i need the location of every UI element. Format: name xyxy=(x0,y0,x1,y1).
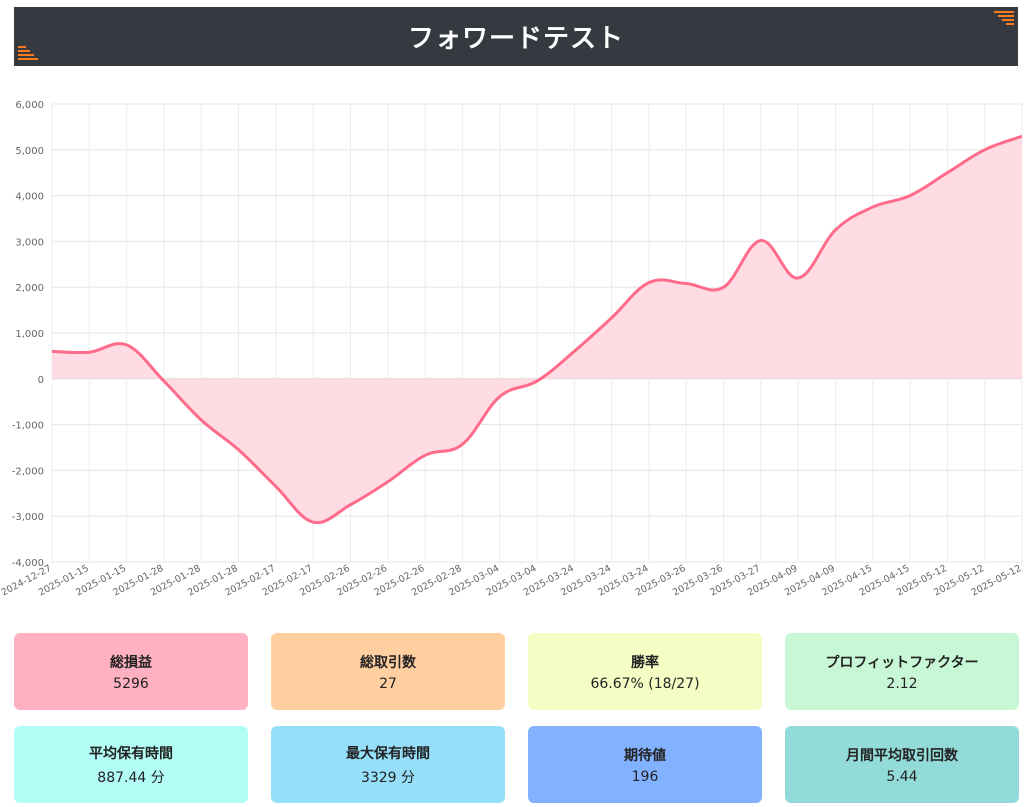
series-line xyxy=(51,134,1023,525)
stat-label: 勝率 xyxy=(631,654,659,671)
corner-stripes-icon xyxy=(18,46,38,62)
stat-card-total-trades: 総取引数 27 xyxy=(271,633,505,710)
stat-label: 総損益 xyxy=(110,654,152,671)
stat-value: 3329 分 xyxy=(360,769,416,786)
stat-card-profit-factor: プロフィットファクター 2.12 xyxy=(785,633,1019,710)
y-tick-label: -4,000 xyxy=(12,558,44,569)
stat-card-max-hold-time: 最大保有時間 3329 分 xyxy=(271,726,505,803)
y-tick-label: -2,000 xyxy=(12,466,44,477)
y-tick-label: 1,000 xyxy=(15,329,44,340)
stat-value: 27 xyxy=(379,675,397,692)
y-tick-label: 5,000 xyxy=(15,146,44,157)
corner-stripes-icon xyxy=(994,11,1014,27)
stat-label: 期待値 xyxy=(624,747,666,764)
stat-card-expected-value: 期待値 196 xyxy=(528,726,762,803)
stat-value: 2.12 xyxy=(886,675,918,692)
stat-card-total-pnl: 総損益 5296 xyxy=(14,633,248,710)
profit-chart: 6,000 5,000 4,000 3,000 2,000 1,000 0 -1,000 -2,… xyxy=(0,100,1023,599)
stat-card-win-rate: 勝率 66.67% (18/27) xyxy=(528,633,762,710)
stat-value: 66.67% (18/27) xyxy=(590,675,700,692)
stat-value: 5296 xyxy=(113,675,149,692)
y-tick-label: 6,000 xyxy=(15,100,44,111)
y-tick-label: 0 xyxy=(38,375,44,386)
stats-grid: 総損益 5296 総取引数 27 勝率 66.67% (18/27) プロフィッ… xyxy=(14,633,1020,803)
stat-card-monthly-avg-trades: 月間平均取引回数 5.44 xyxy=(785,726,1019,803)
stat-label: プロフィットファクター xyxy=(825,654,979,671)
y-tick-label: -3,000 xyxy=(12,512,44,523)
header-bar: フォワードテスト xyxy=(14,7,1018,66)
stat-label: 最大保有時間 xyxy=(346,745,430,762)
stat-card-avg-hold-time: 平均保有時間 887.44 分 xyxy=(14,726,248,803)
y-tick-label: 4,000 xyxy=(15,192,44,203)
stat-value: 196 xyxy=(631,768,659,785)
stat-label: 総取引数 xyxy=(360,654,416,671)
stat-value: 887.44 分 xyxy=(97,769,165,786)
stat-value: 5.44 xyxy=(886,768,918,785)
stat-label: 月間平均取引回数 xyxy=(846,747,958,764)
stat-label: 平均保有時間 xyxy=(89,745,173,762)
y-tick-label: 3,000 xyxy=(15,237,44,248)
series-area xyxy=(52,136,1022,523)
page-title: フォワードテスト xyxy=(407,24,624,54)
y-tick-label: 2,000 xyxy=(15,283,44,294)
y-tick-label: -1,000 xyxy=(12,421,44,432)
